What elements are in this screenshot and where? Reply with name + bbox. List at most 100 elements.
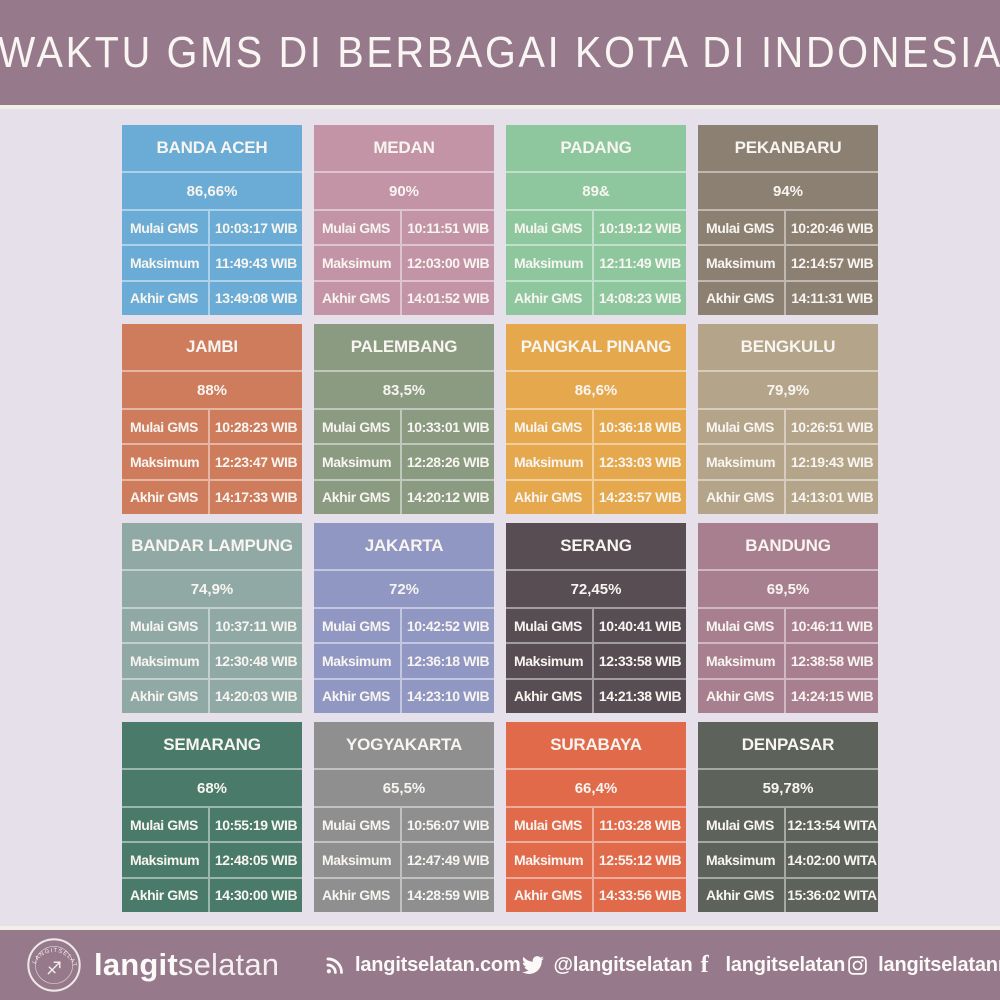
mulai-gms-label: Mulai GMS (314, 609, 402, 643)
mulai-gms-time: 10:33:01 WIB (406, 418, 490, 435)
city-name: YOGYAKARTA (314, 722, 494, 770)
maksimum-time: 12:30:48 WIB (214, 652, 298, 669)
centaur-archer-glyph: ♐ (46, 959, 62, 979)
maksimum-label: Maksimum (506, 445, 594, 479)
city-card: BANDA ACEH 86,66% Mulai GMS 10:03:17 WIB… (122, 125, 302, 315)
rss-icon (322, 953, 346, 977)
mulai-gms-time: 10:11:51 WIB (407, 219, 489, 236)
maksimum-time: 12:14:57 WIB (790, 254, 874, 271)
akhir-gms-label: Akhir GMS (506, 480, 594, 514)
maksimum-label: Maksimum (506, 246, 594, 280)
mulai-gms-row: Mulai GMS 10:33:01 WIB (314, 410, 494, 446)
footer-link[interactable]: langitselatan.com (322, 953, 521, 977)
footer-link[interactable]: f langitselatan (693, 953, 846, 977)
akhir-gms-label: Akhir GMS (698, 281, 786, 315)
mulai-gms-label: Mulai GMS (698, 808, 786, 842)
city-card: MEDAN 90% Mulai GMS 10:11:51 WIB Maksimu… (314, 125, 494, 315)
logo-stamp-icon: LANGITSELATAN ♐ (23, 933, 81, 992)
mulai-gms-label: Mulai GMS (122, 211, 210, 245)
maksimum-time: 12:38:58 WIB (790, 652, 874, 669)
twitter-icon (521, 953, 545, 977)
maksimum-row: Maksimum 12:38:58 WIB (698, 644, 878, 680)
maksimum-label: Maksimum (698, 644, 786, 678)
city-card: YOGYAKARTA 65,5% Mulai GMS 10:56:07 WIB … (314, 722, 494, 912)
mulai-gms-label: Mulai GMS (506, 211, 594, 245)
mulai-gms-label: Mulai GMS (698, 211, 786, 245)
maksimum-label: Maksimum (314, 843, 402, 877)
city-name: SEMARANG (122, 722, 302, 770)
mulai-gms-row: Mulai GMS 10:46:11 WIB (698, 609, 878, 645)
page-title: WAKTU GMS DI BERBAGAI KOTA DI INDONESIA (0, 27, 1000, 77)
footer-link-text: langitselatanmedia (878, 953, 1000, 976)
maksimum-row: Maksimum 12:28:26 WIB (314, 445, 494, 481)
city-card: SEMARANG 68% Mulai GMS 10:55:19 WIB Maks… (122, 722, 302, 912)
akhir-gms-label: Akhir GMS (122, 679, 210, 713)
akhir-gms-label: Akhir GMS (506, 281, 594, 315)
obscuration-percent: 83,5% (314, 372, 494, 410)
akhir-gms-row: Akhir GMS 14:30:00 WIB (122, 878, 302, 912)
akhir-gms-time: 14:33:56 WIB (598, 887, 682, 904)
mulai-gms-time: 12:13:54 WITA (787, 816, 877, 833)
mulai-gms-label: Mulai GMS (506, 808, 594, 842)
city-card: PALEMBANG 83,5% Mulai GMS 10:33:01 WIB M… (314, 324, 494, 514)
city-name: MEDAN (314, 125, 494, 173)
akhir-gms-row: Akhir GMS 15:36:02 WITA (698, 878, 878, 912)
akhir-gms-time: 14:13:01 WIB (790, 489, 874, 506)
akhir-gms-time: 14:17:33 WIB (214, 489, 298, 506)
maksimum-time: 12:23:47 WIB (214, 453, 298, 470)
maksimum-row: Maksimum 11:49:43 WIB (122, 246, 302, 282)
maksimum-row: Maksimum 12:30:48 WIB (122, 644, 302, 680)
mulai-gms-row: Mulai GMS 10:55:19 WIB (122, 808, 302, 844)
obscuration-percent: 89& (506, 173, 686, 211)
mulai-gms-row: Mulai GMS 10:37:11 WIB (122, 609, 302, 645)
mulai-gms-row: Mulai GMS 11:03:28 WIB (506, 808, 686, 844)
maksimum-row: Maksimum 12:11:49 WIB (506, 246, 686, 282)
footer-link[interactable]: langitselatanmedia (845, 953, 1000, 977)
mulai-gms-label: Mulai GMS (314, 211, 402, 245)
city-name: PEKANBARU (698, 125, 878, 173)
akhir-gms-label: Akhir GMS (506, 878, 594, 912)
mulai-gms-row: Mulai GMS 10:42:52 WIB (314, 609, 494, 645)
mulai-gms-label: Mulai GMS (314, 410, 402, 444)
mulai-gms-label: Mulai GMS (314, 808, 402, 842)
mulai-gms-time: 10:56:07 WIB (406, 816, 490, 833)
city-card: DENPASAR 59,78% Mulai GMS 12:13:54 WITA … (698, 722, 878, 912)
city-name: BANDAR LAMPUNG (122, 523, 302, 571)
mulai-gms-label: Mulai GMS (698, 410, 786, 444)
maksimum-label: Maksimum (698, 246, 786, 280)
mulai-gms-time: 10:28:23 WIB (214, 418, 298, 435)
city-name: BENGKULU (698, 324, 878, 372)
mulai-gms-time: 11:03:28 WIB (599, 816, 681, 833)
maksimum-row: Maksimum 12:03:00 WIB (314, 246, 494, 282)
city-grid: BANDA ACEH 86,66% Mulai GMS 10:03:17 WIB… (122, 125, 878, 912)
mulai-gms-row: Mulai GMS 10:56:07 WIB (314, 808, 494, 844)
maksimum-label: Maksimum (122, 445, 210, 479)
akhir-gms-row: Akhir GMS 14:13:01 WIB (698, 480, 878, 514)
city-name: PADANG (506, 125, 686, 173)
obscuration-percent: 65,5% (314, 770, 494, 808)
akhir-gms-row: Akhir GMS 14:11:31 WIB (698, 281, 878, 315)
mulai-gms-row: Mulai GMS 10:40:41 WIB (506, 609, 686, 645)
footer-link[interactable]: @langitselatan (521, 953, 693, 977)
akhir-gms-row: Akhir GMS 14:33:56 WIB (506, 878, 686, 912)
akhir-gms-label: Akhir GMS (314, 878, 402, 912)
maksimum-time: 11:49:43 WIB (215, 254, 297, 271)
obscuration-percent: 72,45% (506, 571, 686, 609)
maksimum-time: 12:33:58 WIB (598, 652, 682, 669)
mulai-gms-row: Mulai GMS 10:11:51 WIB (314, 211, 494, 247)
obscuration-percent: 72% (314, 571, 494, 609)
city-name: DENPASAR (698, 722, 878, 770)
footer-divider (0, 926, 1000, 930)
akhir-gms-row: Akhir GMS 14:20:12 WIB (314, 480, 494, 514)
akhir-gms-row: Akhir GMS 14:21:38 WIB (506, 679, 686, 713)
city-name: JAMBI (122, 324, 302, 372)
maksimum-label: Maksimum (506, 843, 594, 877)
akhir-gms-label: Akhir GMS (122, 281, 210, 315)
instagram-icon (845, 953, 869, 977)
city-card: BANDUNG 69,5% Mulai GMS 10:46:11 WIB Mak… (698, 523, 878, 713)
mulai-gms-time: 10:46:11 WIB (791, 617, 873, 634)
akhir-gms-row: Akhir GMS 14:01:52 WIB (314, 281, 494, 315)
maksimum-row: Maksimum 12:33:03 WIB (506, 445, 686, 481)
obscuration-percent: 86,6% (506, 372, 686, 410)
